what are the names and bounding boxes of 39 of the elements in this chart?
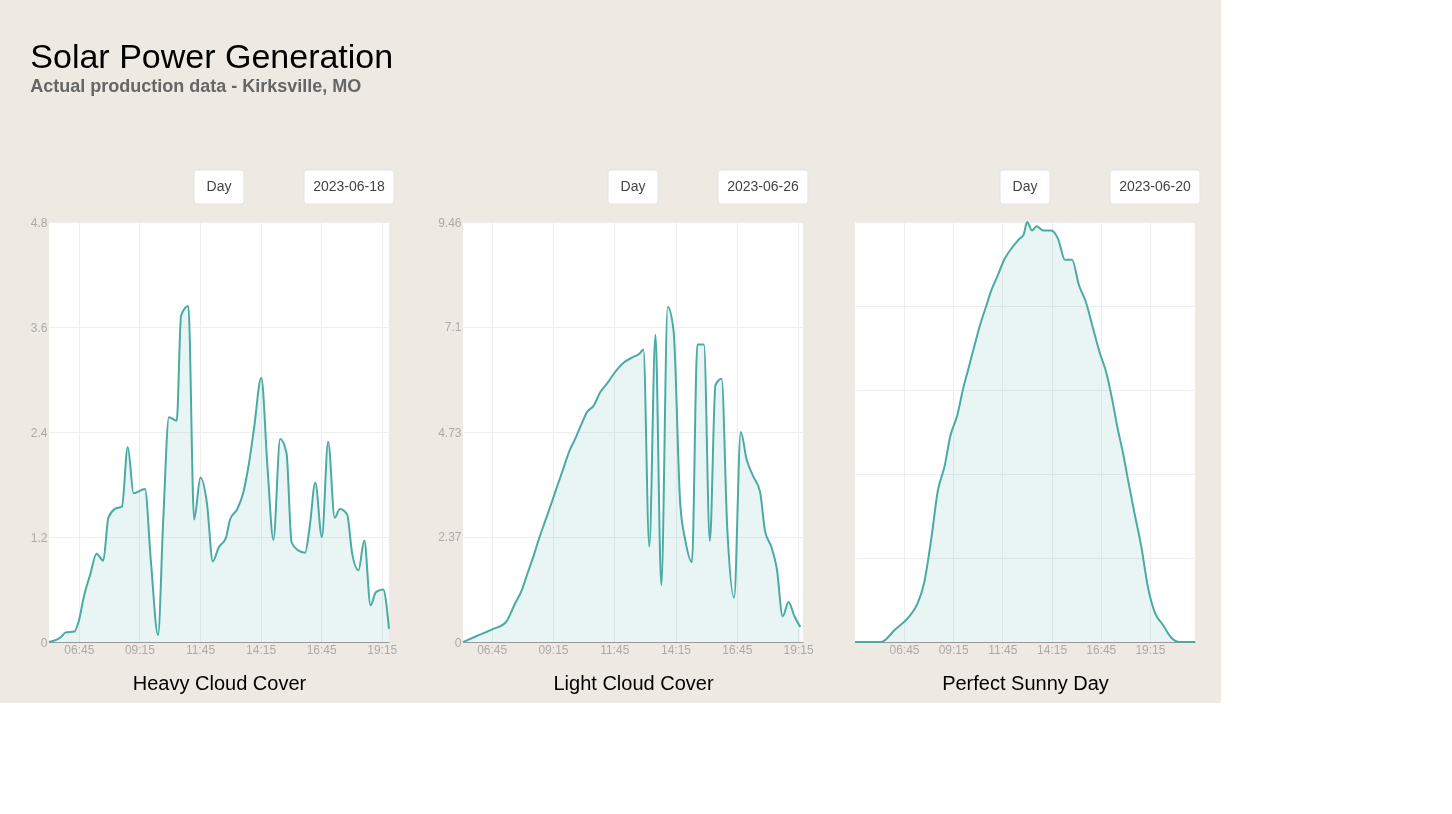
x-tick-label: 19:15 [783, 642, 814, 657]
x-tick-label: 14:15 [661, 642, 692, 657]
y-tick-label: 0 [40, 635, 48, 650]
x-tick-label: 11:45 [988, 642, 1018, 657]
x-tick-label: 06:45 [889, 642, 920, 657]
y-tick-label: 2.37 [438, 530, 462, 545]
y-tick-label: 0 [454, 635, 462, 650]
text: 2023-06-26 [727, 178, 800, 194]
x-tick-label: 06:45 [64, 642, 95, 657]
y-tick-label: 4.73 [438, 425, 462, 440]
chart-title: Solar Power Generation [30, 36, 394, 75]
x-tick-label: 09:15 [538, 642, 569, 657]
chart-subtitle: Actual production data - Kirksville, MO [30, 75, 362, 96]
x-tick-label: 11:45 [185, 642, 216, 657]
x-tick-label: 16:45 [1086, 642, 1117, 657]
x-axis-title: Light Cloud Cover [553, 671, 714, 694]
text: Day [206, 178, 232, 194]
text: Day [1012, 178, 1038, 194]
y-tick-label: 4.8 [30, 215, 48, 230]
x-tick-label: 19:15 [1135, 642, 1166, 657]
x-axis-title: Perfect Sunny Day [942, 671, 1109, 694]
x-tick-label: 06:45 [477, 642, 508, 657]
y-tick-label: 7.1 [444, 320, 462, 335]
x-axis-title: Heavy Cloud Cover [132, 671, 307, 694]
x-tick-label: 09:15 [124, 642, 156, 657]
y-tick-label: 2.4 [30, 425, 48, 440]
x-tick-label: 09:15 [938, 642, 970, 657]
x-tick-label: 14:15 [246, 642, 277, 657]
x-tick-label: 14:15 [1037, 642, 1068, 657]
text: Day [620, 178, 646, 194]
y-tick-label: 9.46 [438, 215, 462, 230]
text: 2023-06-20 [1119, 178, 1192, 194]
y-tick-label: 3.6 [30, 320, 48, 335]
y-tick-label: 1.2 [30, 530, 48, 545]
text: 2023-06-18 [313, 178, 386, 194]
x-tick-label: 11:45 [600, 642, 630, 657]
x-tick-label: 16:45 [306, 642, 337, 657]
x-tick-label: 16:45 [722, 642, 753, 657]
x-tick-label: 19:15 [367, 642, 398, 657]
